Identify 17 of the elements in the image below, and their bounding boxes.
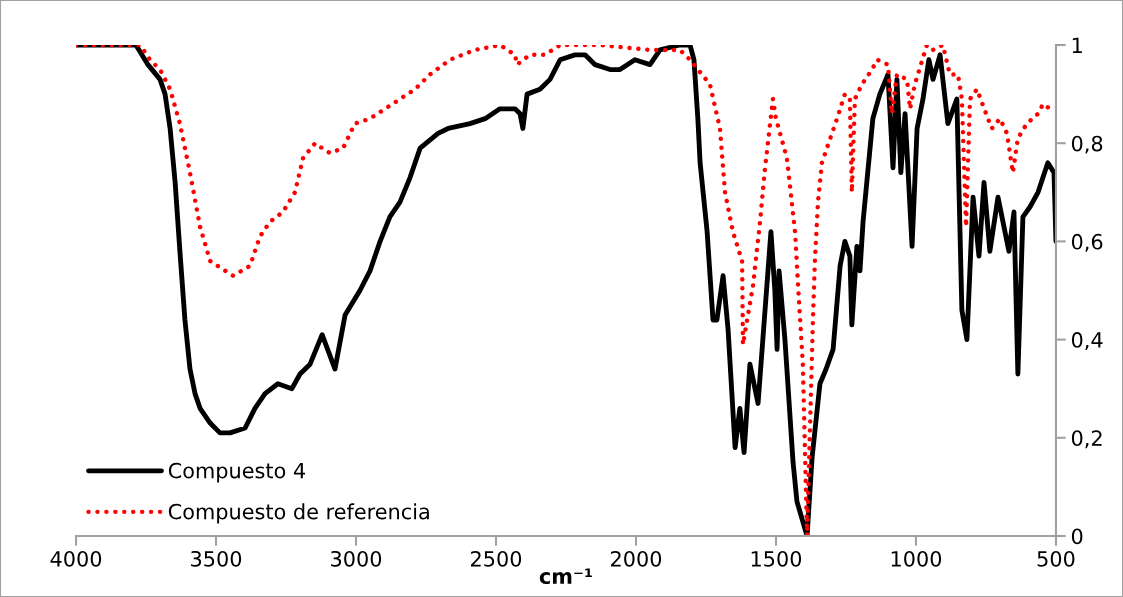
x-tick-label: 1000 xyxy=(891,550,942,567)
y-tick-label: 0,8 xyxy=(1071,135,1103,154)
y-tick-label: 0 xyxy=(1071,528,1083,545)
x-tick-label: 4000 xyxy=(50,550,102,567)
x-tick-label: 3500 xyxy=(191,550,242,567)
x-tick-label: 2000 xyxy=(611,550,662,567)
y-tick-label: 0,4 xyxy=(1071,332,1103,350)
y-tick-label: 0,6 xyxy=(1071,233,1103,252)
x-tick-label: 3000 xyxy=(331,550,382,567)
y-tick-label: 1 xyxy=(1072,37,1082,53)
x-tick-label: 1500 xyxy=(751,550,802,567)
y-tick-label: 0,2 xyxy=(1071,430,1102,449)
legend-label: Compuesto de referencia xyxy=(168,503,429,524)
x-axis-title: cm⁻¹ xyxy=(539,568,592,585)
x-tick-label: 2500 xyxy=(471,550,522,567)
legend-label: Compuesto 4 xyxy=(168,462,305,483)
x-tick-label: 500 xyxy=(1037,550,1075,567)
